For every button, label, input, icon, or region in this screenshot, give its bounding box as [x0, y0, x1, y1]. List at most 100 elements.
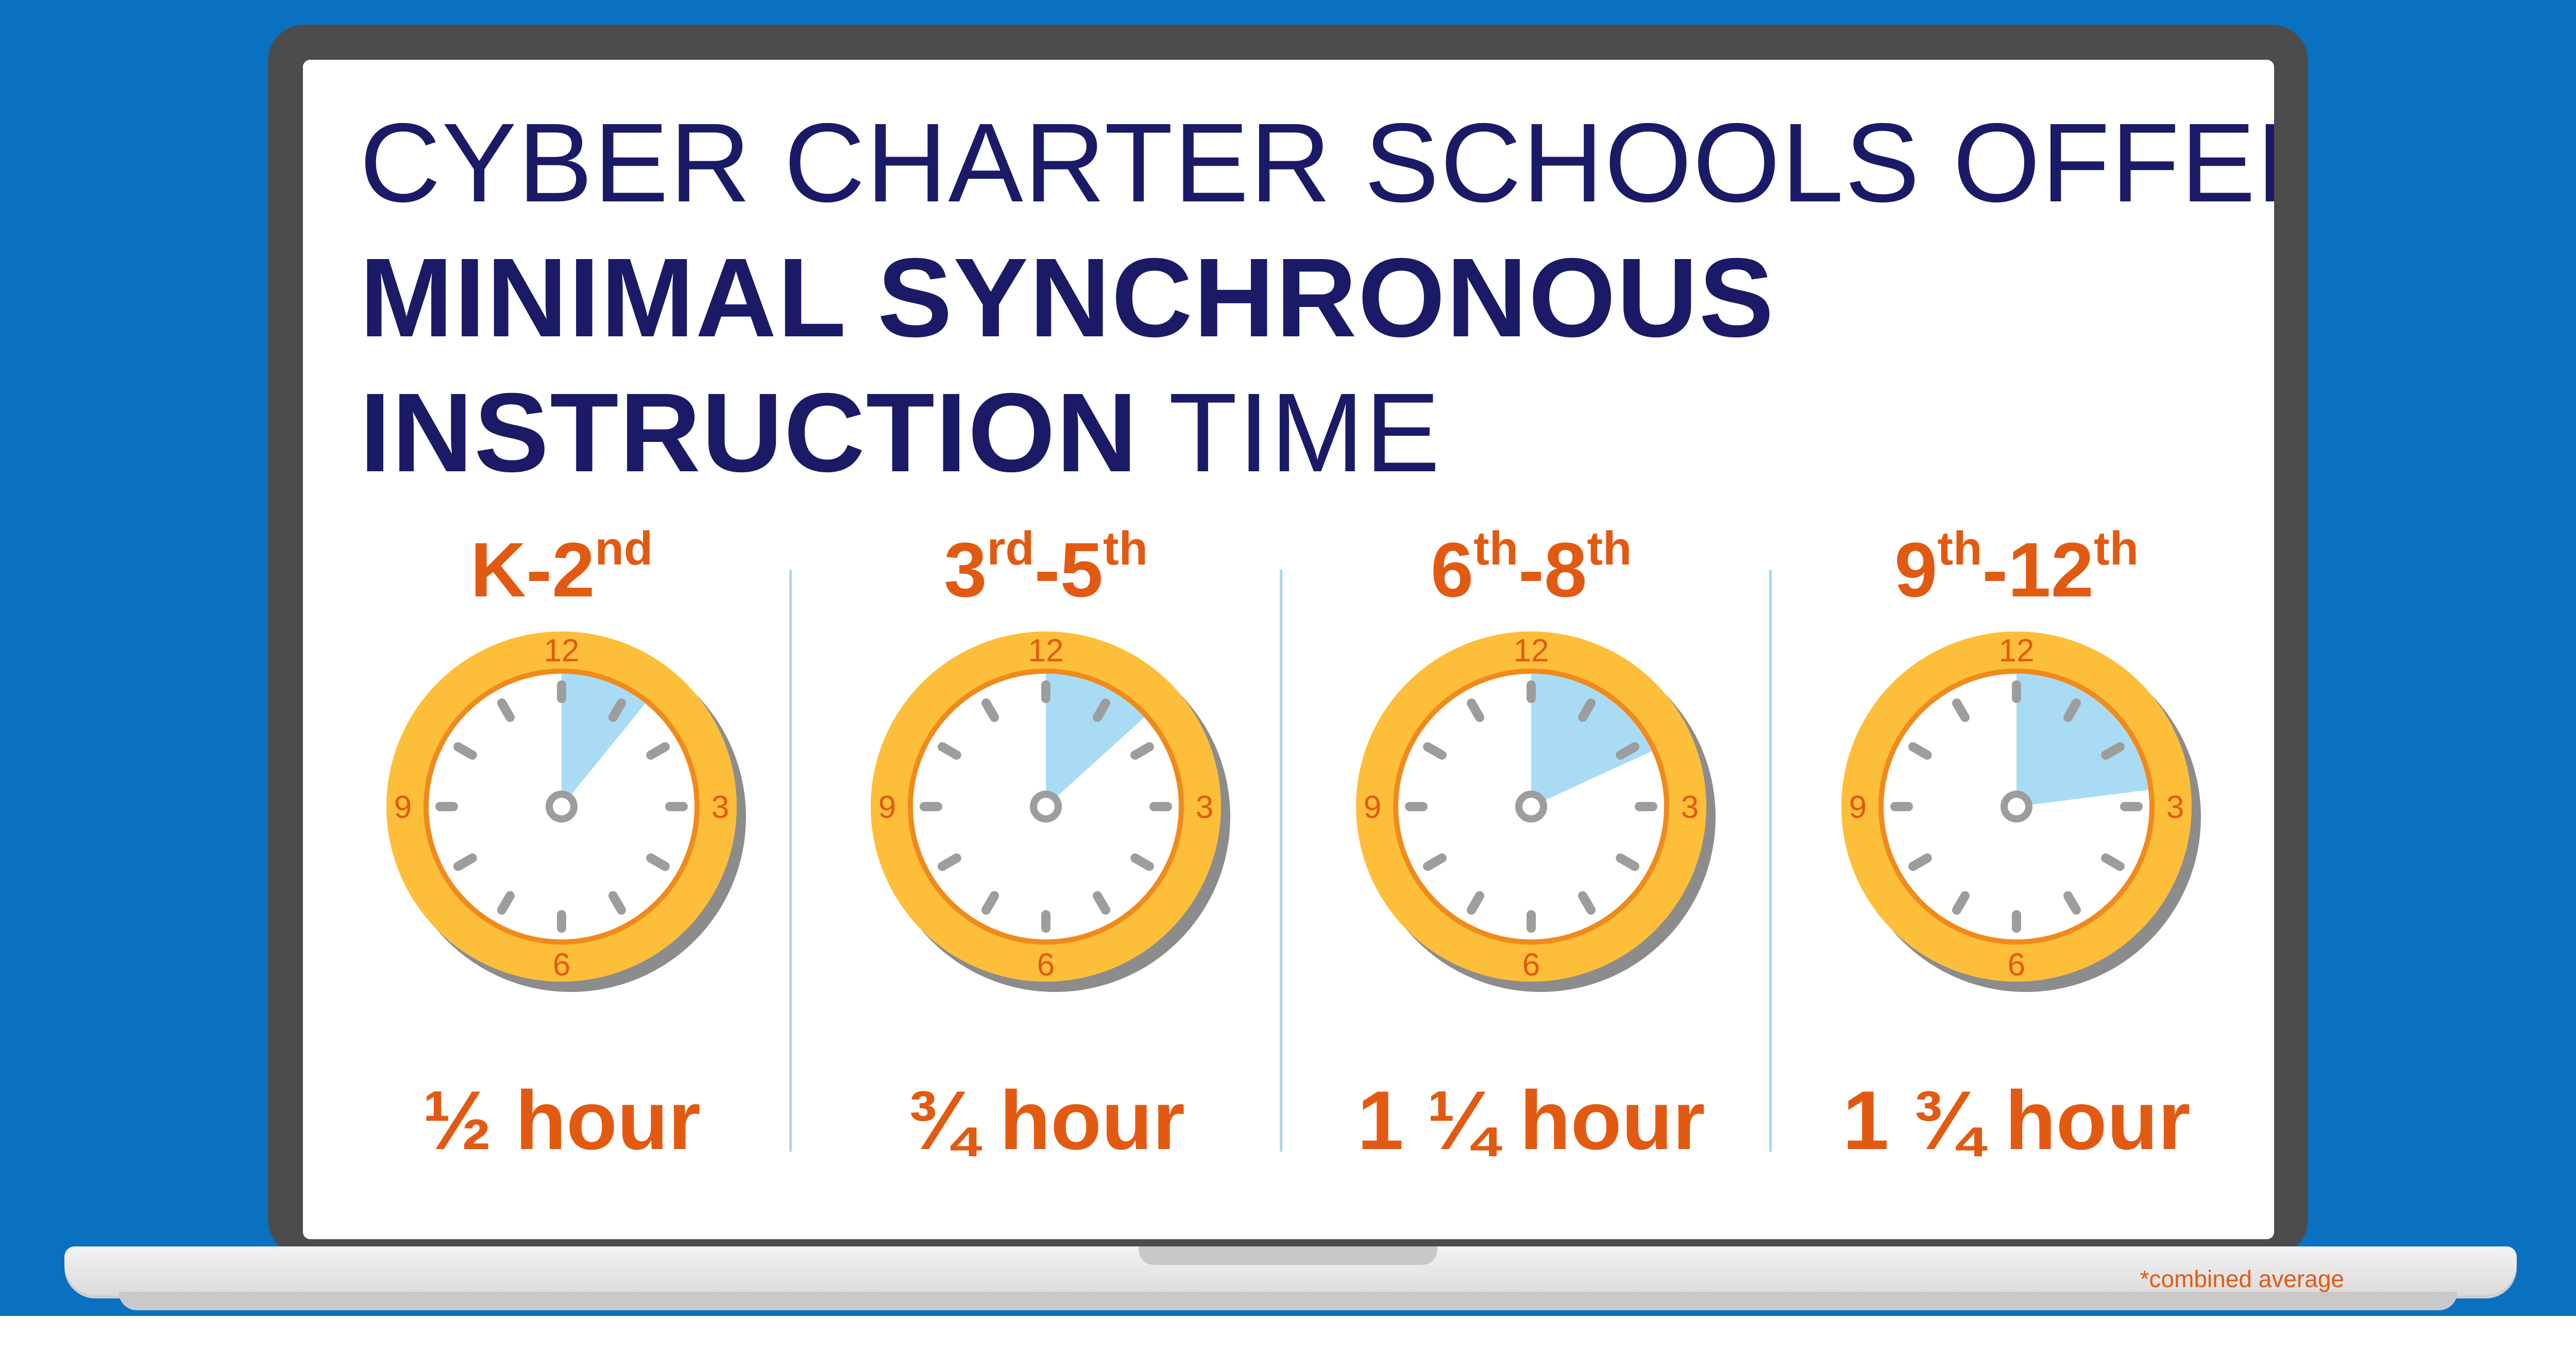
- clock-number-6: 6: [1522, 947, 1540, 983]
- hour-tick: [1908, 742, 1932, 760]
- hour-tick: [453, 742, 477, 760]
- hour-tick: [608, 891, 626, 915]
- hour-tick: [1093, 891, 1110, 915]
- grade-label: K-2nd: [319, 523, 804, 616]
- clock-number-3: 3: [711, 790, 729, 825]
- hour-tick: [646, 742, 670, 760]
- hour-tick: [453, 853, 477, 871]
- headline: CYBER CHARTER SCHOOLS OFFER MINIMAL SYNC…: [360, 96, 2274, 501]
- column-divider: [789, 570, 792, 1152]
- hour-tick: [1616, 742, 1639, 760]
- grade-start: 6: [1430, 526, 1474, 613]
- hour-tick: [981, 698, 999, 722]
- headline-line-1: CYBER CHARTER SCHOOLS OFFER: [360, 100, 2274, 226]
- clock-number-3: 3: [1681, 790, 1699, 825]
- clock-number-6: 6: [1037, 947, 1055, 983]
- clock-number-12: 12: [1999, 633, 2035, 669]
- hour-tick: [2101, 853, 2125, 871]
- duration-label: 1 ¼ hour: [1357, 1074, 1705, 1167]
- hour-tick: [497, 698, 515, 722]
- clock-number-6: 6: [2008, 947, 2025, 983]
- clock-icon: 12 3 6 9: [1841, 631, 2201, 992]
- duration-label: ½ hour: [422, 1074, 701, 1167]
- grade-separator: -: [1034, 526, 1060, 613]
- clock-number-3: 3: [2166, 790, 2184, 825]
- bottom-band: [0, 1316, 2576, 1352]
- clock-number-12: 12: [1514, 633, 1549, 669]
- hour-tick: [1423, 742, 1447, 760]
- headline-line-3-light: TIME: [1168, 370, 1441, 495]
- grade-start: 9: [1894, 526, 1938, 613]
- footnote: *combined average: [2140, 1265, 2344, 1292]
- grade-separator: -: [1518, 526, 1544, 613]
- hour-tick: [1130, 853, 1154, 871]
- headline-line-2-text: MINIMAL SYNCHRONOUS: [360, 235, 1775, 361]
- clock-number-12: 12: [544, 633, 580, 669]
- elapsed-time-wedge: [2016, 674, 2148, 807]
- grade-start-suffix: th: [1937, 522, 1982, 575]
- hour-tick: [1616, 853, 1639, 871]
- grade-separator: -: [1982, 526, 2008, 613]
- clock-number-9: 9: [878, 790, 896, 825]
- clock-number-9: 9: [1849, 790, 1867, 825]
- hour-tick: [1130, 742, 1154, 760]
- clock-number-12: 12: [1028, 633, 1064, 669]
- hour-tick: [646, 853, 670, 871]
- clock-number-6: 6: [553, 947, 570, 983]
- hour-tick: [2063, 698, 2081, 722]
- grade-group: 6th-8th 12 3 6 9 1 ¼ hour: [1289, 523, 1773, 1224]
- elapsed-time-wedge: [1046, 674, 1145, 807]
- clock-hub: [1030, 791, 1062, 823]
- hour-tick: [1952, 698, 1970, 722]
- duration-label: ¾ hour: [906, 1074, 1185, 1167]
- clock-icon: 12 3 6 9: [871, 631, 1230, 992]
- clock-icon: 12 3 6 9: [1356, 631, 1716, 992]
- laptop-screen: CYBER CHARTER SCHOOLS OFFER MINIMAL SYNC…: [303, 60, 2274, 1239]
- clock-icon: 12 3 6 9: [386, 631, 746, 992]
- grade-end-suffix: th: [1587, 522, 1632, 575]
- headline-line-2: MINIMAL SYNCHRONOUS: [360, 231, 2274, 366]
- laptop-base-shadow: [118, 1292, 2458, 1310]
- hour-tick: [608, 698, 626, 722]
- clock-hub: [1515, 791, 1547, 823]
- headline-line-3: INSTRUCTION TIME: [360, 366, 2274, 501]
- duration-label: 1 ¾ hour: [1842, 1074, 2191, 1167]
- grade-end-suffix: th: [2094, 522, 2139, 575]
- grade-end: 12: [2008, 526, 2094, 613]
- grade-start: 3: [944, 526, 987, 613]
- hour-tick: [938, 742, 961, 760]
- grade-end: 5: [1060, 526, 1103, 613]
- grade-start: K-2: [470, 526, 595, 613]
- clock-number-9: 9: [394, 790, 412, 825]
- grade-group: 9th-12th 12 3 6 9 1 ¾ hour: [1774, 523, 2259, 1224]
- hour-tick: [1423, 853, 1447, 871]
- hour-tick: [497, 891, 515, 915]
- hour-tick: [1467, 891, 1484, 915]
- hour-tick: [981, 891, 999, 915]
- grade-label: 3rd-5th: [804, 523, 1288, 616]
- column-divider: [1769, 570, 1772, 1152]
- headline-line-3-bold: INSTRUCTION: [360, 370, 1139, 495]
- grade-start-suffix: rd: [987, 522, 1035, 575]
- column-divider: [1280, 570, 1282, 1152]
- grade-label: 9th-12th: [1774, 523, 2259, 616]
- laptop-opening-notch: [1139, 1246, 1437, 1265]
- hour-tick: [1908, 853, 1932, 871]
- grade-end-suffix: th: [1103, 522, 1148, 575]
- hour-tick: [1093, 698, 1110, 722]
- hour-tick: [1952, 891, 1970, 915]
- hour-tick: [1467, 698, 1484, 722]
- hour-tick: [1578, 891, 1596, 915]
- grade-end: 8: [1544, 526, 1587, 613]
- grade-start-suffix: th: [1473, 522, 1519, 575]
- hour-tick: [2101, 742, 2125, 760]
- grade-start-suffix: nd: [595, 522, 653, 575]
- hour-tick: [1578, 698, 1596, 722]
- clock-hub: [2001, 791, 2032, 823]
- elapsed-time-wedge: [1531, 674, 1652, 807]
- grade-group: 3rd-5th 12 3 6 9 ¾ hour: [804, 523, 1288, 1224]
- hour-tick: [938, 853, 961, 871]
- clock-number-9: 9: [1364, 790, 1381, 825]
- clock-number-3: 3: [1196, 790, 1213, 825]
- grade-group: K-2nd 12 3 6 9 ½ hour: [319, 523, 804, 1224]
